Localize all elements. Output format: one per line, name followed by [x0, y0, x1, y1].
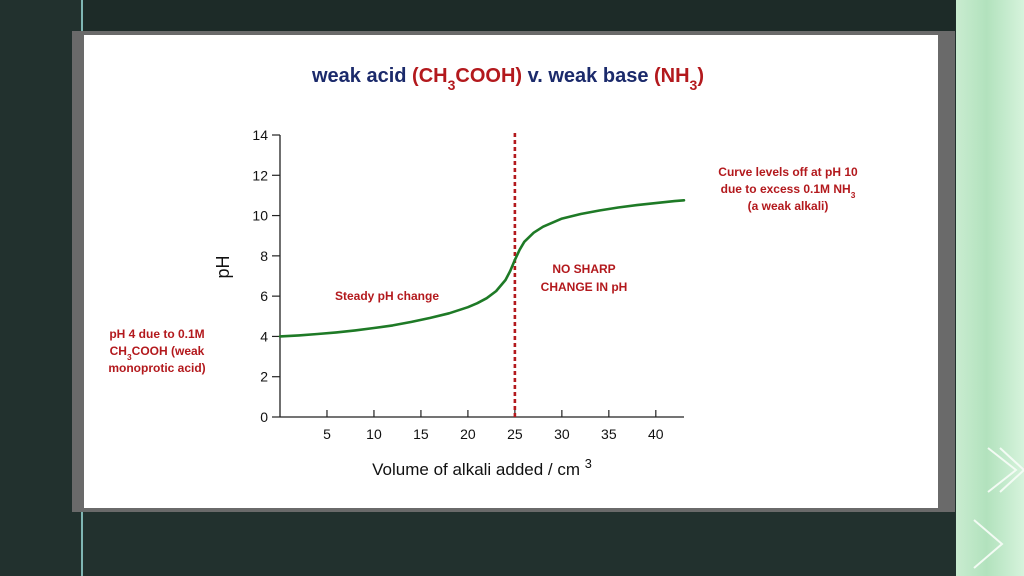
- titration-curve: [278, 199, 686, 338]
- annotation-no-sharp-change: NO SHARP CHANGE IN pH: [541, 262, 628, 294]
- chevron-decor-icon: [973, 447, 1024, 569]
- annotation-steady-change: Steady pH change: [335, 289, 439, 303]
- x-tick-label: 5: [323, 426, 331, 442]
- y-tick-label: 10: [252, 208, 268, 224]
- x-tick-label: 15: [413, 426, 429, 442]
- y-tick-label: 14: [252, 127, 268, 143]
- annotation-levels-off: Curve levels off at pH 10 due to excess 0…: [718, 165, 858, 213]
- x-tick-label: 10: [366, 426, 382, 442]
- y-tick-label: 6: [260, 288, 268, 304]
- slide-frame: weak acid (CH3COOH) v. weak base (NH3) 0 2…: [72, 31, 955, 512]
- x-tick-label: 20: [460, 426, 476, 442]
- annotation-initial-ph: pH 4 due to 0.1M CH3COOH (weak monoprotic …: [108, 327, 205, 375]
- y-axis-label: pH: [213, 255, 233, 278]
- y-tick-label: 0: [260, 409, 268, 425]
- y-tick-label: 12: [252, 167, 268, 183]
- right-decor-panel: [956, 0, 1024, 576]
- chart-title: weak acid (CH3COOH) v. weak base (NH3): [311, 65, 704, 93]
- x-tick-label: 35: [601, 426, 617, 442]
- y-tick-label: 8: [260, 248, 268, 264]
- slide-content: weak acid (CH3COOH) v. weak base (NH3) 0 2…: [84, 35, 938, 508]
- titration-chart: weak acid (CH3COOH) v. weak base (NH3) 0 2…: [108, 65, 858, 480]
- x-tick-label: 40: [648, 426, 664, 442]
- x-tick-label: 25: [507, 426, 523, 442]
- top-band: [83, 0, 956, 32]
- y-tick-label: 2: [260, 369, 268, 385]
- x-tick-label: 30: [554, 426, 570, 442]
- y-tick-label: 4: [260, 328, 268, 344]
- x-axis-label: Volume of alkali added / cm 3: [372, 456, 592, 480]
